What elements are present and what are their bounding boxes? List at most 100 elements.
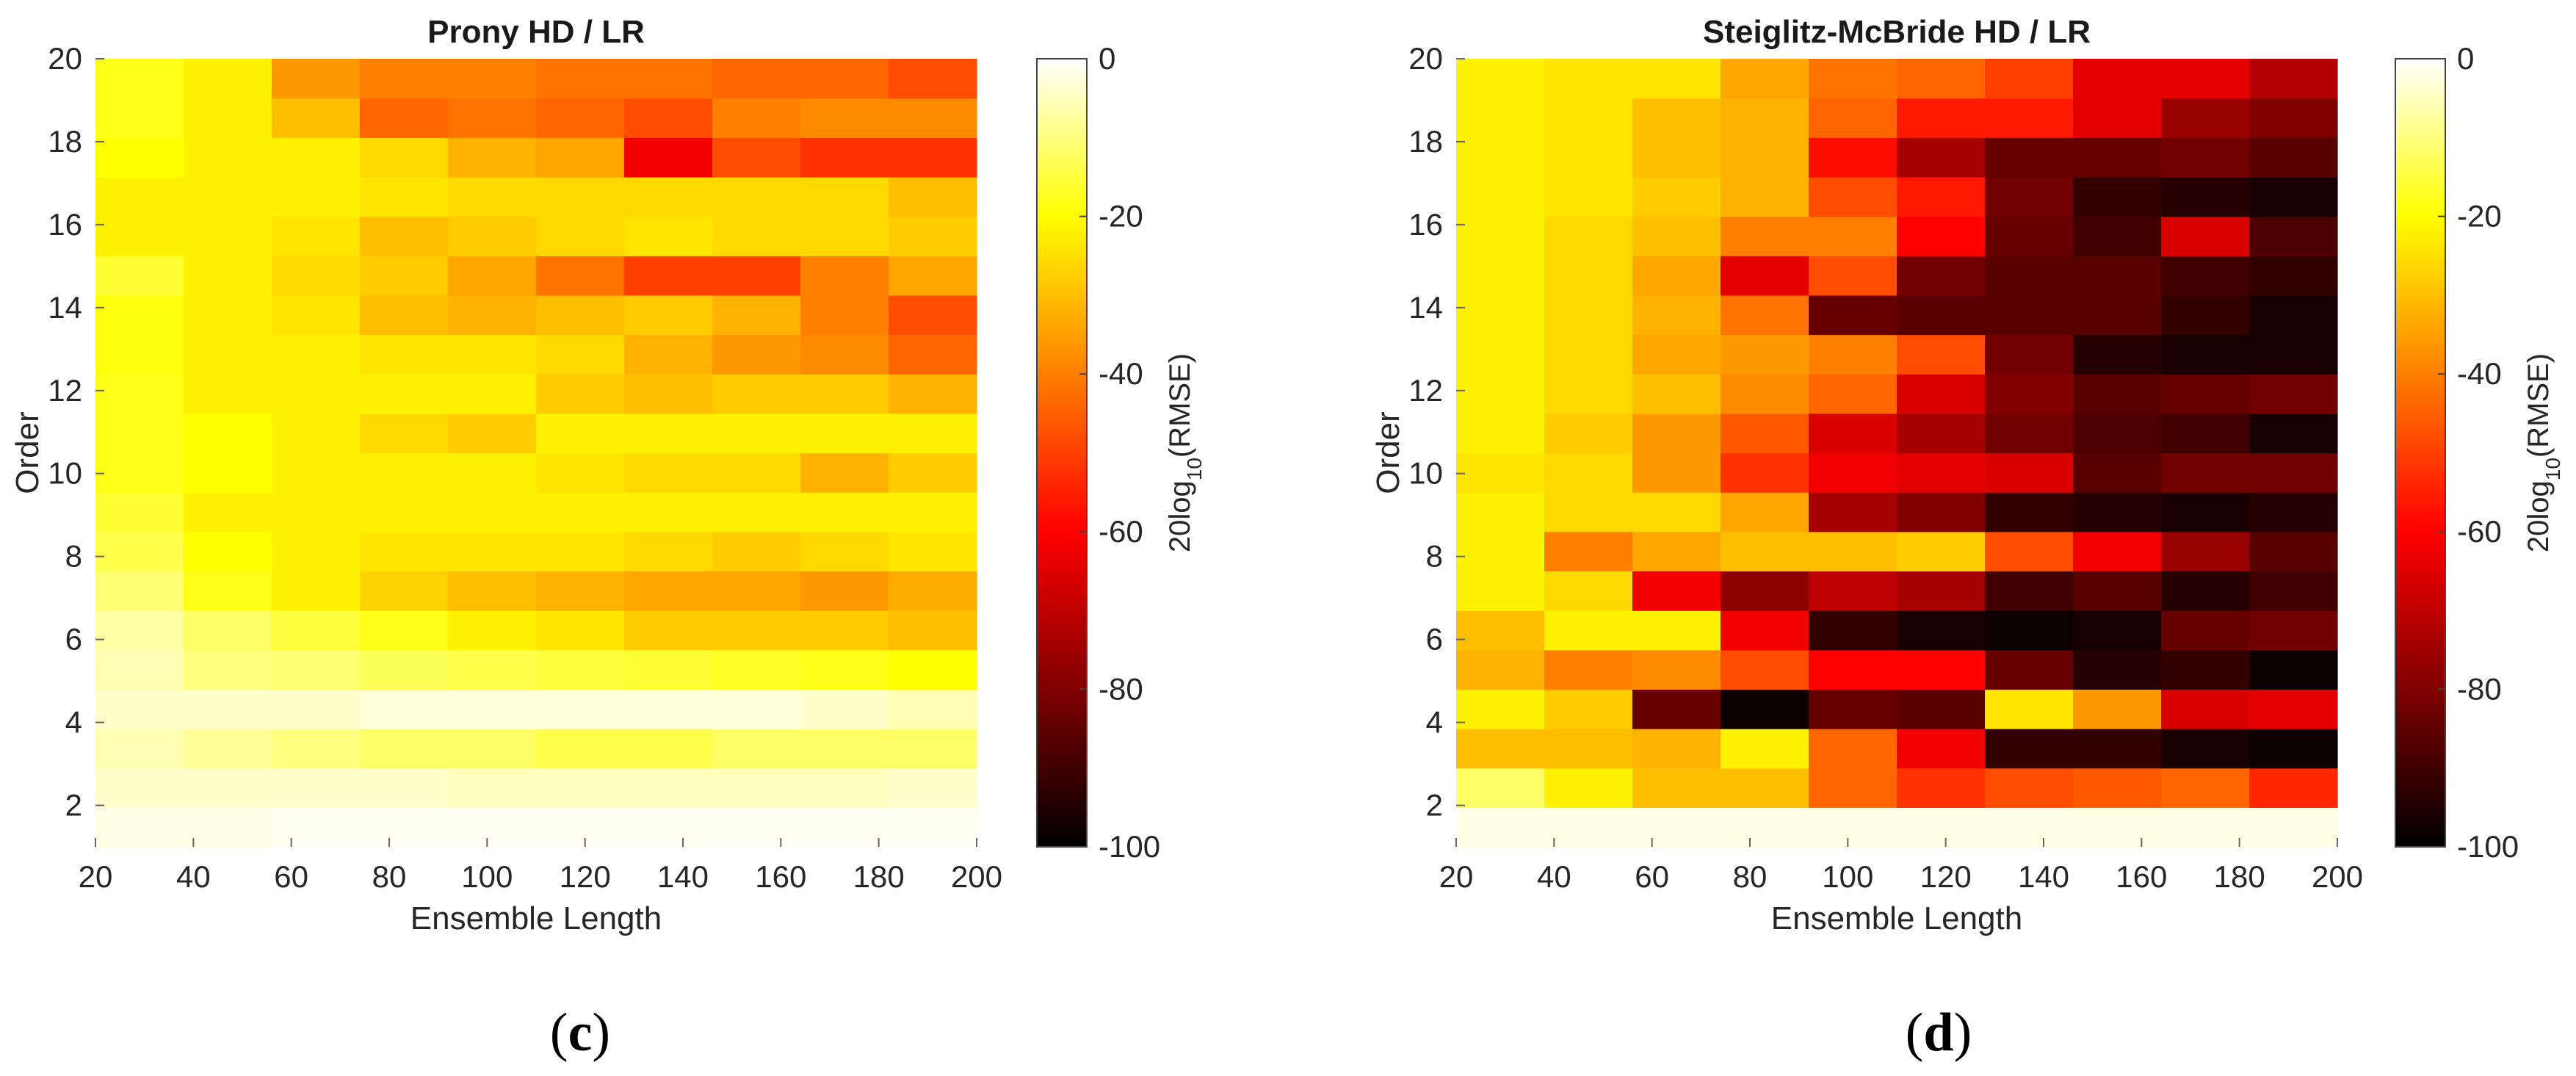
heatmap-cell	[272, 137, 361, 178]
heatmap-cell	[1544, 492, 1633, 532]
heatmap-cell	[2161, 59, 2250, 99]
heatmap-cell	[889, 256, 977, 296]
heatmap-cell	[1985, 98, 2074, 138]
heatmap-cell	[800, 531, 889, 572]
heatmap-cell	[1897, 59, 1986, 99]
heatmap-cell	[1897, 610, 1986, 651]
heatmap-cell	[2249, 59, 2338, 99]
heatmap-cell	[889, 729, 977, 769]
heatmap-cell	[95, 374, 184, 414]
colorbar-tick-label: -40	[2457, 356, 2502, 391]
heatmap-cell	[889, 374, 977, 414]
heatmap-cell	[1721, 452, 1809, 493]
heatmap-cell	[184, 649, 272, 690]
panel-label-open: (	[550, 1003, 568, 1063]
heatmap-cell	[1985, 452, 2074, 493]
heatmap-cell	[1632, 374, 1721, 414]
heatmap-cell	[1456, 452, 1545, 493]
heatmap-cell	[624, 531, 713, 572]
heatmap-cell	[184, 452, 272, 493]
panel-label-close: )	[592, 1003, 610, 1063]
heatmap-cell	[712, 256, 801, 296]
heatmap-cell	[1544, 374, 1633, 414]
heatmap-cell	[889, 59, 977, 99]
heatmap-cell	[2161, 176, 2250, 217]
heatmap-cell	[1721, 610, 1809, 651]
heatmap-cell	[536, 729, 625, 769]
heatmap-cell	[1632, 137, 1721, 178]
heatmap-cell	[536, 216, 625, 256]
colorbar-label-rest: (RMSE)	[2522, 353, 2555, 458]
heatmap-cell	[2249, 216, 2338, 256]
heatmap-cell	[448, 137, 537, 178]
heatmap-cell	[624, 295, 713, 336]
heatmap-cell	[712, 807, 801, 848]
heatmap-cell	[360, 689, 449, 729]
heatmap-cell	[1985, 413, 2074, 454]
heatmap-cell	[360, 610, 449, 651]
heatmap-cell	[2073, 689, 2162, 729]
heatmap-cell	[184, 807, 272, 848]
heatmap-cell	[272, 98, 361, 138]
heatmap-cell	[712, 295, 801, 336]
heatmap-cell	[536, 649, 625, 690]
heatmap-cell	[272, 807, 361, 848]
heatmap-cell	[2073, 452, 2162, 493]
heatmap-cell	[360, 492, 449, 532]
heatmap-cell	[1985, 295, 2074, 336]
x-tick-label: 40	[1537, 859, 1571, 894]
heatmap-cell	[184, 413, 272, 454]
heatmap-cell	[1544, 531, 1633, 572]
heatmap-cell	[1544, 137, 1633, 178]
heatmap-cell	[1809, 689, 1897, 729]
heatmap-cell	[448, 216, 537, 256]
heatmap-cell	[2161, 256, 2250, 296]
heatmap-cell	[2161, 295, 2250, 336]
colorbar-tick-label: -20	[1099, 199, 1143, 234]
heatmap-cell	[272, 59, 361, 99]
heatmap-cell	[1985, 374, 2074, 414]
heatmap-cell	[889, 571, 977, 611]
heatmap-cell	[360, 137, 449, 178]
heatmap-cell	[95, 137, 184, 178]
heatmap-cell	[448, 689, 537, 729]
heatmap-cell	[2249, 374, 2338, 414]
heatmap-cell	[624, 256, 713, 296]
heatmap-cell	[272, 768, 361, 808]
heatmap-cell	[1544, 98, 1633, 138]
heatmap-cell	[2073, 216, 2162, 256]
heatmap-cell	[624, 649, 713, 690]
heatmap-cell	[448, 492, 537, 532]
heatmap-cell	[536, 689, 625, 729]
heatmap-cell	[95, 649, 184, 690]
heatmap-cell	[1721, 137, 1809, 178]
heatmap-cell	[272, 216, 361, 256]
heatmap-cell	[536, 492, 625, 532]
heatmap-cell	[536, 807, 625, 848]
heatmap-cell	[184, 98, 272, 138]
heatmap-cell	[360, 59, 449, 99]
heatmap-cell	[360, 413, 449, 454]
heatmap-cell	[1809, 571, 1897, 611]
heatmap-cell	[2161, 452, 2250, 493]
colorbar-label-base: 20log	[2522, 480, 2555, 552]
heatmap-cell	[360, 452, 449, 493]
heatmap-cell	[2161, 98, 2250, 138]
heatmap-cell	[2249, 807, 2338, 848]
heatmap-cell	[1809, 256, 1897, 296]
x-tick-label: 60	[1635, 859, 1669, 894]
heatmap-cell	[272, 649, 361, 690]
x-tick-label: 180	[2214, 859, 2265, 894]
y-tick-label: 8	[1426, 539, 1443, 574]
heatmap-cell	[1809, 649, 1897, 690]
heatmap-cell	[1897, 571, 1986, 611]
x-axis-label: Ensemble Length	[410, 900, 662, 936]
heatmap-cell	[1721, 59, 1809, 99]
heatmap-cell	[1632, 176, 1721, 217]
heatmap-cell	[184, 334, 272, 375]
heatmap-cell	[1809, 452, 1897, 493]
heatmap-cell	[536, 176, 625, 217]
heatmap-cell	[712, 689, 801, 729]
heatmap-cell	[1985, 137, 2074, 178]
heatmap-cell	[1721, 256, 1809, 296]
